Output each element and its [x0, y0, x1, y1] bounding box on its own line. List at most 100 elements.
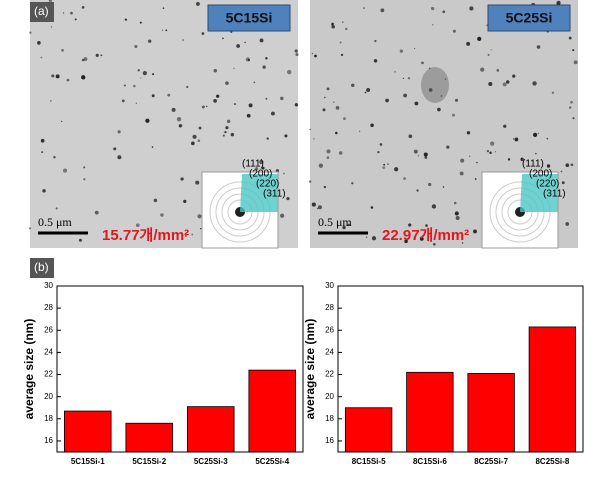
speck	[507, 158, 511, 161]
speck	[537, 132, 539, 134]
speck	[402, 77, 405, 80]
speck	[226, 119, 231, 124]
speck	[370, 123, 374, 128]
speck	[473, 229, 477, 234]
speck	[137, 69, 140, 72]
speck	[225, 81, 229, 85]
speck	[342, 21, 344, 23]
speck	[459, 171, 464, 176]
speck	[363, 7, 365, 9]
speck	[454, 211, 459, 216]
panel-label: (a)	[34, 4, 49, 18]
speck	[432, 24, 434, 26]
speck	[283, 172, 285, 175]
speck	[233, 67, 235, 69]
scale-label: 0.5 μm	[318, 215, 352, 229]
speck	[162, 7, 165, 9]
y-tick-label: 26	[44, 325, 53, 334]
speck	[377, 150, 380, 154]
speck	[151, 146, 154, 148]
speck	[452, 29, 456, 33]
y-tick-label: 22	[325, 370, 334, 379]
speck	[61, 49, 64, 52]
speck	[488, 81, 493, 87]
speck	[486, 150, 490, 153]
speck	[183, 199, 187, 203]
speck	[535, 152, 537, 155]
speck	[83, 166, 86, 169]
speck	[294, 103, 299, 107]
speck	[294, 49, 298, 53]
speck	[387, 163, 389, 165]
bar	[248, 369, 297, 453]
ring-label: (111)	[242, 159, 264, 170]
speck	[49, 100, 52, 102]
speck	[83, 178, 86, 181]
speck	[197, 139, 201, 143]
x-tick-label: 8C15Si-5	[352, 457, 386, 466]
ring-label: (311)	[543, 189, 566, 200]
speck	[230, 132, 235, 137]
speck	[413, 149, 418, 154]
x-tick-label: 5C15Si-2	[132, 457, 166, 466]
y-tick-label: 20	[44, 392, 53, 401]
speck	[451, 113, 455, 117]
y-axis-label: average size (nm)	[303, 319, 317, 420]
speck	[421, 61, 424, 65]
speck	[70, 11, 73, 15]
speck	[413, 47, 416, 50]
speck	[139, 21, 142, 24]
speck	[573, 60, 578, 65]
y-tick-label: 18	[44, 414, 53, 423]
speck	[442, 10, 446, 14]
speck	[28, 227, 32, 230]
density-label: 22.97개/mm²	[382, 226, 469, 244]
speck	[171, 107, 176, 112]
speck	[496, 69, 500, 72]
speck	[379, 143, 383, 146]
speck	[280, 96, 284, 101]
speck	[317, 205, 322, 210]
speck	[416, 189, 419, 192]
speck	[161, 29, 164, 31]
speck	[261, 166, 265, 170]
speck	[134, 44, 138, 49]
speck	[180, 177, 184, 181]
speck	[81, 75, 86, 80]
speck	[41, 151, 44, 154]
sample-label: 5C15Si	[226, 10, 273, 26]
bar	[406, 371, 454, 453]
speck	[331, 22, 334, 26]
speck	[225, 126, 229, 130]
speck	[266, 137, 269, 140]
speck	[444, 78, 447, 80]
speck	[83, 57, 88, 61]
speck	[414, 101, 419, 106]
speck	[323, 185, 327, 189]
speck	[403, 177, 406, 181]
speck	[345, 27, 348, 31]
speck	[81, 6, 85, 9]
speck	[520, 157, 524, 161]
speck	[565, 222, 570, 226]
speck	[201, 105, 205, 109]
y-tick-label: 16	[44, 436, 53, 445]
y-tick-label: 18	[325, 414, 334, 423]
speck	[455, 216, 460, 220]
speck	[95, 53, 99, 57]
speck	[176, 117, 182, 122]
scale-label: 0.5 μm	[38, 215, 72, 229]
speck	[265, 97, 268, 100]
speck	[148, 39, 152, 43]
y-tick-label: 30	[44, 281, 53, 290]
x-tick-label: 5C25Si-3	[194, 457, 228, 466]
y-tick-label: 26	[325, 325, 334, 334]
speck	[364, 91, 367, 94]
speck	[461, 242, 464, 244]
speck	[311, 52, 314, 55]
speck	[424, 156, 428, 159]
speck	[423, 152, 428, 157]
speck	[186, 85, 189, 89]
speck	[373, 59, 378, 63]
speck	[428, 88, 433, 92]
